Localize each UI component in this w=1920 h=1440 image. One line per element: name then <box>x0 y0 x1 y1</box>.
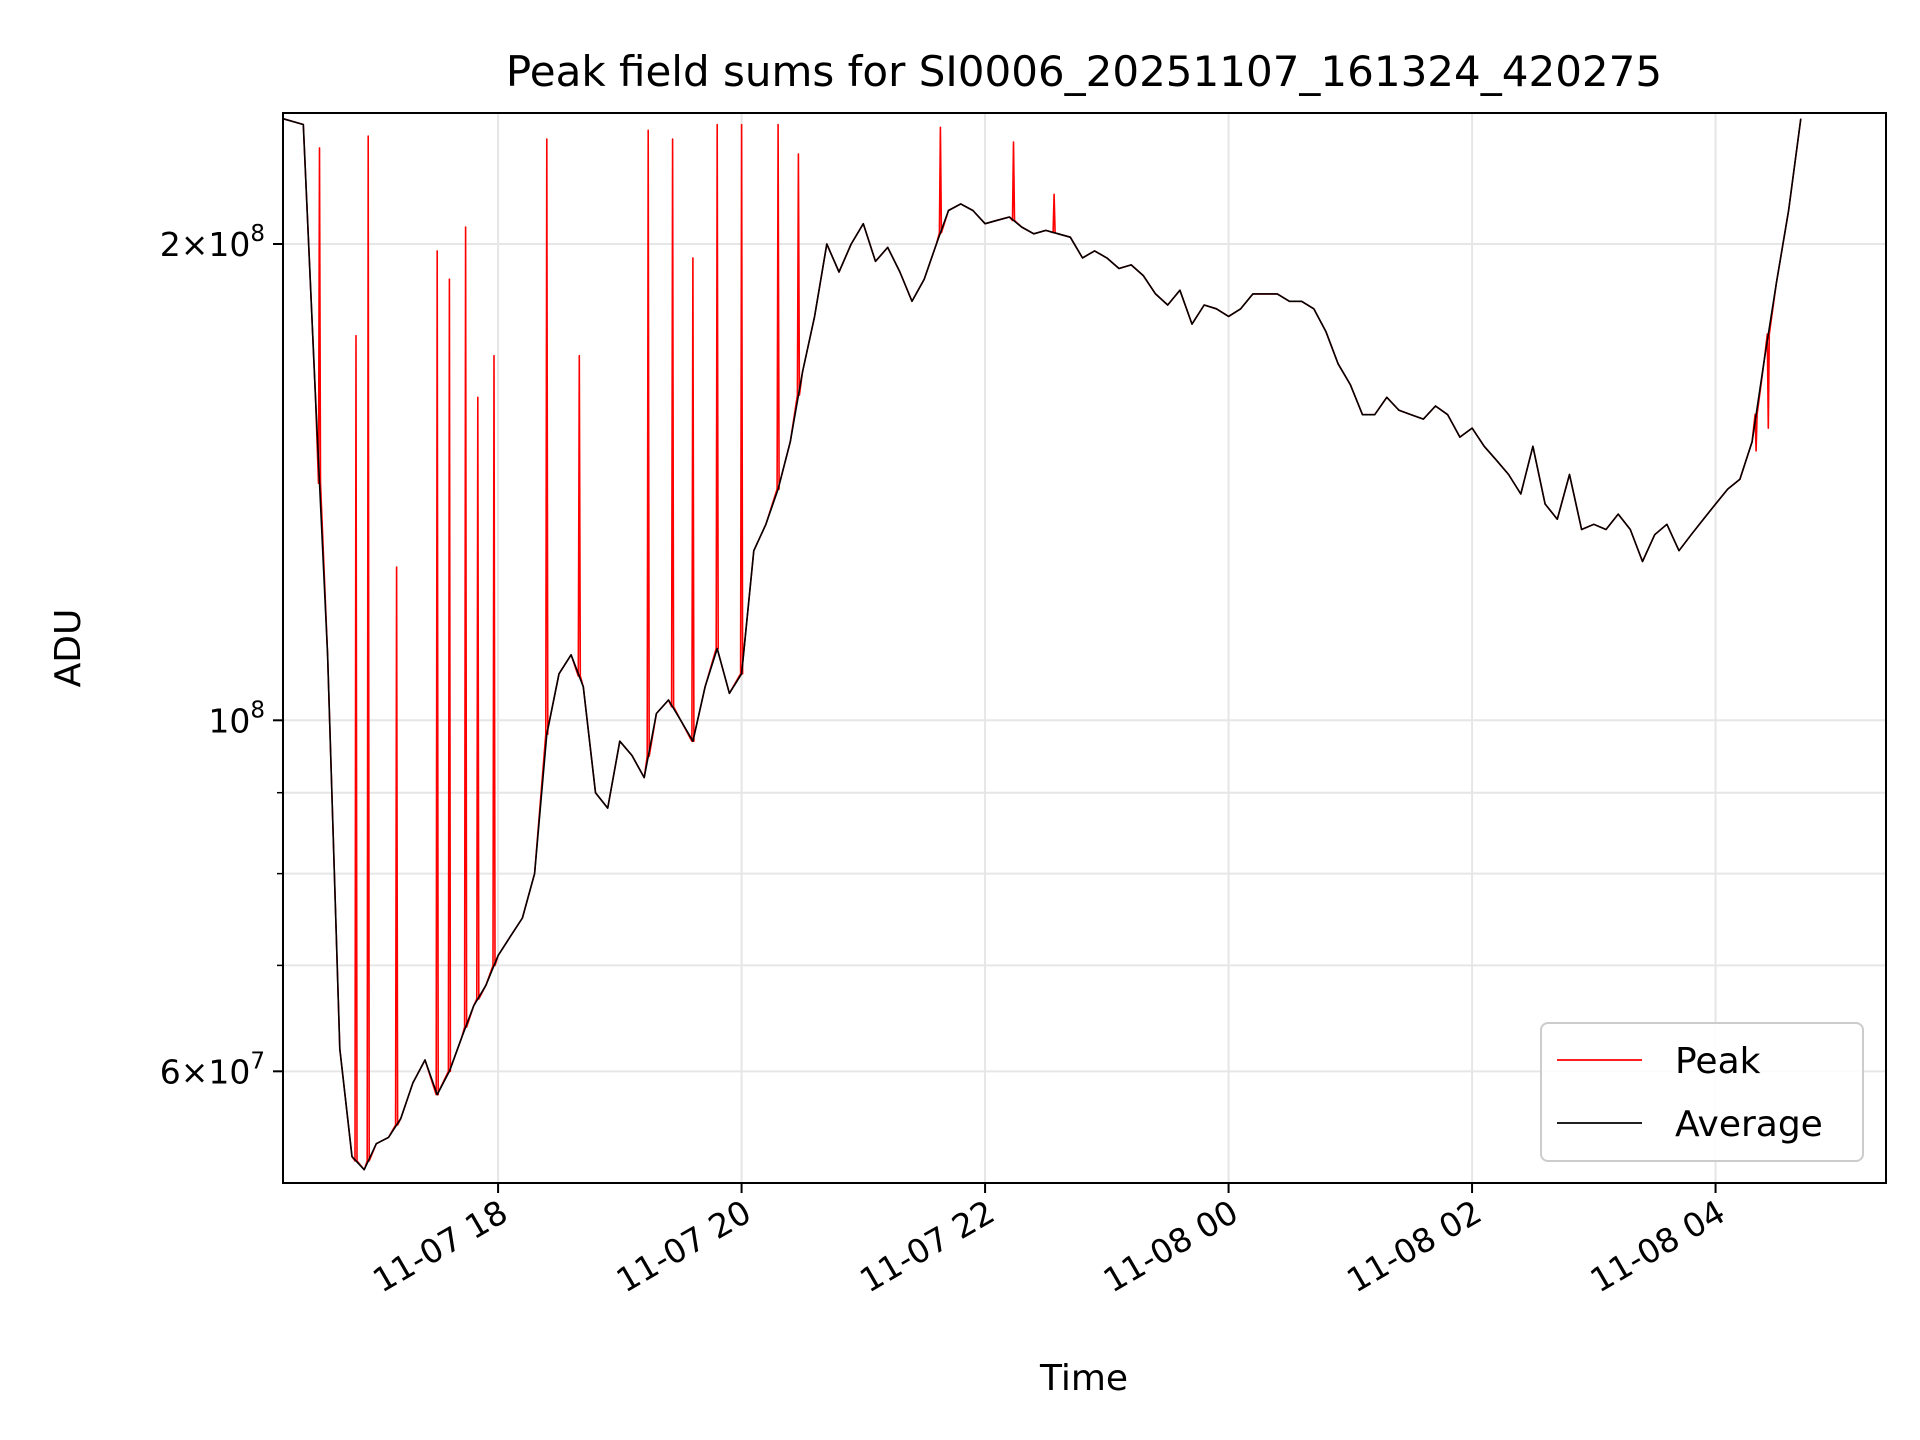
legend-label: Average <box>1675 1104 1823 1145</box>
series-line-average <box>282 117 1802 1171</box>
plot-frame <box>282 112 1887 1184</box>
y-axis: 6×107 108 2×108 <box>160 221 283 1091</box>
y-tick-label: 2×108 <box>160 221 265 264</box>
y-tick-label: 108 <box>208 697 265 740</box>
y-axis-label: ADU <box>48 609 89 688</box>
series-group <box>282 117 1802 1171</box>
legend: Peak Average <box>1540 1022 1864 1162</box>
x-axis-label: Time <box>1039 1358 1128 1399</box>
y-tick-label: 6×107 <box>160 1048 265 1091</box>
legend-label: Peak <box>1675 1041 1761 1082</box>
legend-frame <box>1540 1022 1864 1162</box>
chart-title: Peak field sums for SI0006_20251107_1613… <box>506 47 1662 96</box>
